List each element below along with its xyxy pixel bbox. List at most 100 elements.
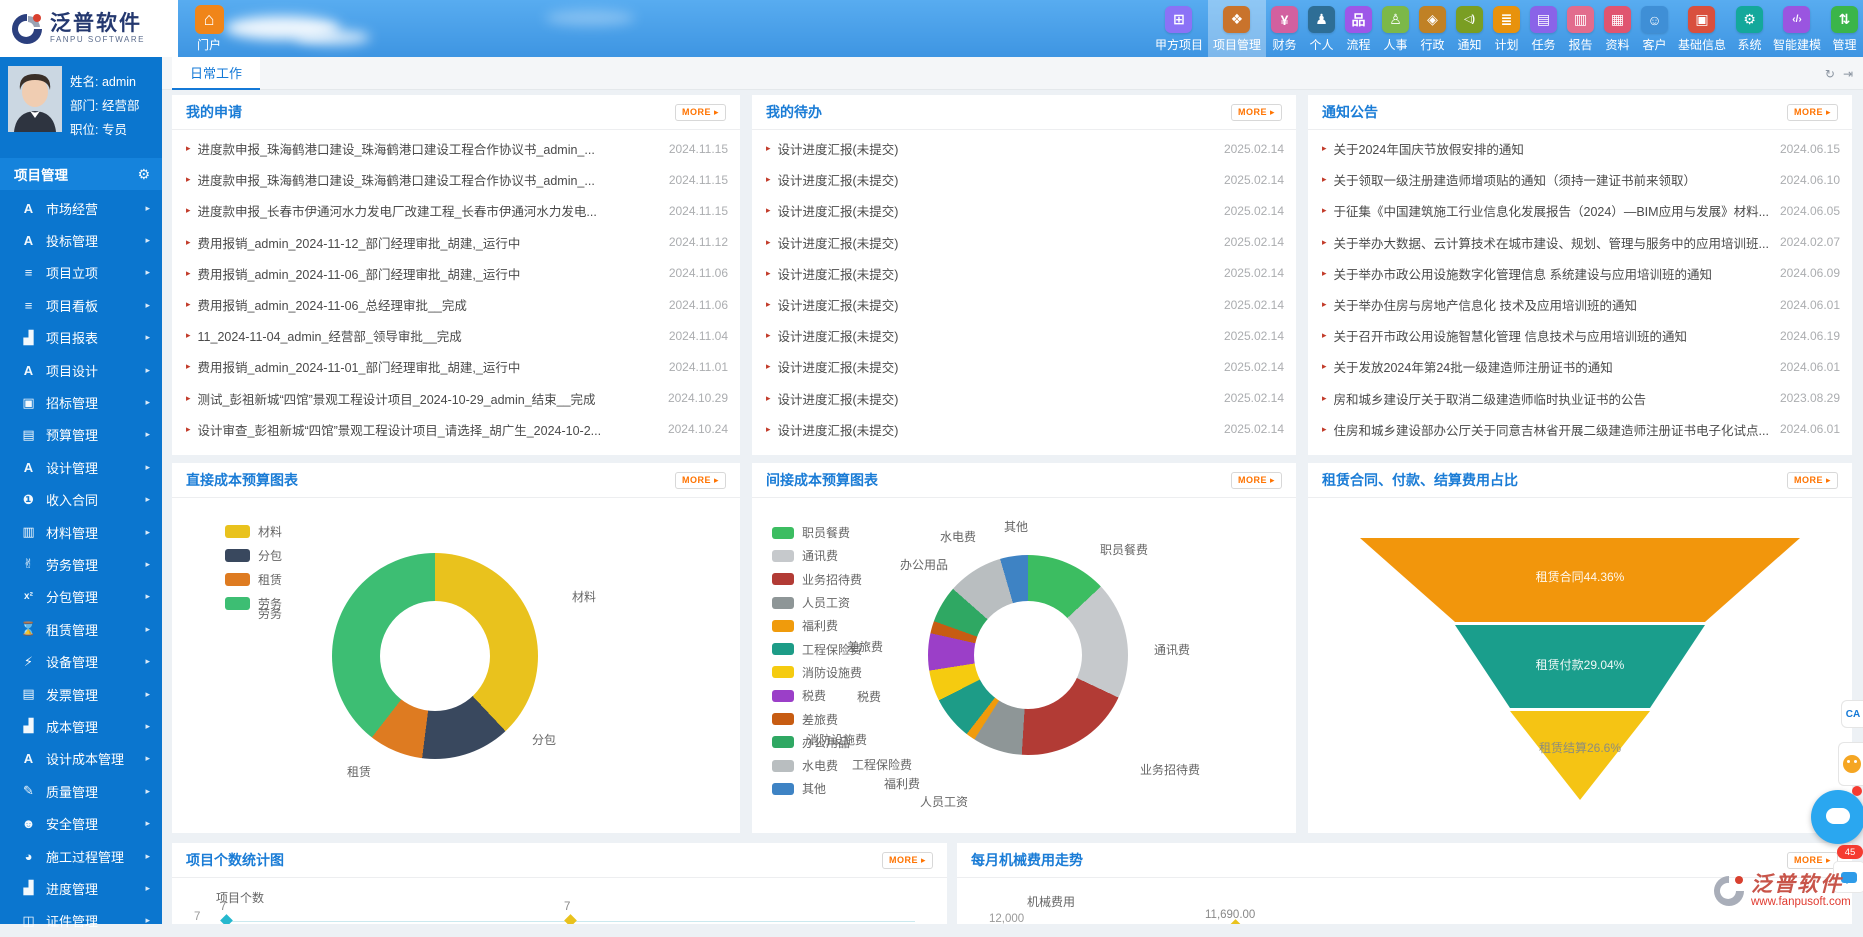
sidebar-item-材料管理[interactable]: ▥材料管理 (0, 516, 162, 548)
legend-item[interactable]: 通讯费 (772, 544, 862, 567)
list-item[interactable]: 房和城乡建设厅关于取消二级建造师临时执业证书的公告2023.08.29 (1322, 383, 1840, 414)
sidebar-item-项目设计[interactable]: A项目设计 (0, 354, 162, 386)
sidebar-item-分包管理[interactable]: x²分包管理 (0, 581, 162, 613)
nav-item-资料[interactable]: ▦资料 (1599, 0, 1636, 57)
nav-item-财务[interactable]: ¥财务 (1266, 0, 1303, 57)
user-avatar[interactable] (8, 66, 62, 132)
list-item[interactable]: 设计进度汇报(未提交)2025.02.14 (766, 414, 1284, 445)
sidebar-item-施工过程管理[interactable]: ◕施工过程管理 (0, 840, 162, 872)
sidebar-item-收入合同[interactable]: ❶收入合同 (0, 484, 162, 516)
legend-item[interactable]: 福利费 (772, 614, 862, 637)
list-item[interactable]: 测试_彭祖新城“四馆”景观工程设计项目_2024-10-29_admin_结束_… (186, 383, 728, 414)
list-item[interactable]: 设计审查_彭祖新城“四馆”景观工程设计项目_请选择_胡广生_2024-10-2.… (186, 414, 728, 445)
nav-item-客户[interactable]: ☺客户 (1636, 0, 1673, 57)
data-point-marker[interactable] (220, 914, 233, 924)
sidebar-item-设计成本管理[interactable]: A设计成本管理 (0, 743, 162, 775)
nav-item-系统[interactable]: ⚙系统 (1731, 0, 1768, 57)
nav-item-流程[interactable]: 品流程 (1340, 0, 1377, 57)
legend-item[interactable]: 人员工资 (772, 591, 862, 614)
list-item[interactable]: 设计进度汇报(未提交)2025.02.14 (766, 195, 1284, 226)
nav-item-portal[interactable]: 门户 (186, 0, 232, 57)
sidebar-item-租赁管理[interactable]: ⌛租赁管理 (0, 613, 162, 645)
list-item[interactable]: 关于领取一级注册建造师增项贴的通知（须持一建证书前来领取）2024.06.10 (1322, 164, 1840, 195)
service-contact-button[interactable] (1838, 742, 1863, 786)
more-button[interactable]: MORE (882, 852, 933, 869)
sidebar-item-进度管理[interactable]: ▟进度管理 (0, 872, 162, 904)
more-button[interactable]: MORE (1231, 472, 1282, 489)
nav-item-行政[interactable]: ◈行政 (1414, 0, 1451, 57)
shortcut-key-icon[interactable]: ↻ (1825, 67, 1835, 81)
list-item[interactable]: 费用报销_admin_2024-11-06_总经理审批__完成2024.11.0… (186, 289, 728, 320)
list-item[interactable]: 进度款申报_珠海鹤港口建设_珠海鹤港口建设工程合作协议书_admin_...20… (186, 133, 728, 164)
chat-float-button[interactable] (1811, 790, 1863, 844)
legend-item[interactable]: 职员餐费 (772, 521, 862, 544)
sidebar-item-项目报表[interactable]: ▟项目报表 (0, 322, 162, 354)
legend-item[interactable]: 消防设施费 (772, 661, 862, 684)
sidebar-item-证件管理[interactable]: ◫证件管理 (0, 905, 162, 937)
list-item[interactable]: 11_2024-11-04_admin_经营部_领导审批__完成2024.11.… (186, 320, 728, 351)
more-button[interactable]: MORE (1231, 104, 1282, 121)
nav-item-个人[interactable]: ♟个人 (1303, 0, 1340, 57)
nav-item-甲方项目[interactable]: ⊞甲方项目 (1150, 0, 1208, 57)
nav-item-任务[interactable]: ▤任务 (1525, 0, 1562, 57)
list-item[interactable]: 费用报销_admin_2024-11-01_部门经理审批_胡建,_运行中2024… (186, 351, 728, 382)
legend-item[interactable]: 分包 (225, 543, 282, 567)
list-item[interactable]: 设计进度汇报(未提交)2025.02.14 (766, 320, 1284, 351)
list-item[interactable]: 关于2024年国庆节放假安排的通知2024.06.15 (1322, 133, 1840, 164)
nav-item-计划[interactable]: ≣计划 (1488, 0, 1525, 57)
legend-item[interactable]: 差旅费 (772, 707, 862, 730)
more-button[interactable]: MORE (1787, 852, 1838, 869)
nav-item-智能建模[interactable]: ‹/›智能建模 (1768, 0, 1826, 57)
ca-certificate-button[interactable]: CA (1841, 700, 1863, 728)
sidebar-item-招标管理[interactable]: ▣招标管理 (0, 386, 162, 418)
more-button[interactable]: MORE (675, 104, 726, 121)
sidebar-item-成本管理[interactable]: ▟成本管理 (0, 710, 162, 742)
data-point-marker[interactable] (564, 914, 577, 924)
sidebar-module-header[interactable]: 项目管理 (0, 158, 162, 190)
list-item[interactable]: 设计进度汇报(未提交)2025.02.14 (766, 164, 1284, 195)
sidebar-item-质量管理[interactable]: ✎质量管理 (0, 775, 162, 807)
sidebar-item-投标管理[interactable]: A投标管理 (0, 224, 162, 256)
sidebar-item-预算管理[interactable]: ▤预算管理 (0, 419, 162, 451)
legend-item[interactable]: 材料 (225, 519, 282, 543)
list-item[interactable]: 设计进度汇报(未提交)2025.02.14 (766, 383, 1284, 414)
list-item[interactable]: 进度款申报_珠海鹤港口建设_珠海鹤港口建设工程合作协议书_admin_...20… (186, 164, 728, 195)
more-button[interactable]: MORE (1787, 472, 1838, 489)
pin-icon[interactable]: ⇥ (1843, 67, 1853, 81)
list-item[interactable]: 于征集《中国建筑施工行业信息化发展报告（2024）—BIM应用与发展》材料...… (1322, 195, 1840, 226)
list-item[interactable]: 关于举办住房与房地产信息化 技术及应用培训班的通知2024.06.01 (1322, 289, 1840, 320)
list-item[interactable]: 关于发放2024年第24批一级建造师注册证书的通知2024.06.01 (1322, 351, 1840, 382)
legend-item[interactable]: 水电费 (772, 754, 862, 777)
sidebar-item-设备管理[interactable]: ⚡设备管理 (0, 645, 162, 677)
sidebar-item-项目看板[interactable]: ≡项目看板 (0, 289, 162, 321)
legend-item[interactable]: 税费 (772, 684, 862, 707)
list-item[interactable]: 设计进度汇报(未提交)2025.02.14 (766, 227, 1284, 258)
sidebar-item-发票管理[interactable]: ▤发票管理 (0, 678, 162, 710)
legend-item[interactable]: 其他 (772, 777, 862, 800)
list-item[interactable]: 关于举办大数据、云计算技术在城市建设、规划、管理与服务中的应用培训班...202… (1322, 227, 1840, 258)
list-item[interactable]: 进度款申报_长春市伊通河水力发电厂改建工程_长春市伊通河水力发电...2024.… (186, 195, 728, 226)
legend-item[interactable]: 租赁 (225, 567, 282, 591)
sidebar-item-安全管理[interactable]: ☻安全管理 (0, 807, 162, 839)
legend-item[interactable]: 业务招待费 (772, 568, 862, 591)
sidebar-item-设计管理[interactable]: A设计管理 (0, 451, 162, 483)
gear-icon[interactable] (137, 166, 150, 183)
sidebar-item-劳务管理[interactable]: ✌劳务管理 (0, 548, 162, 580)
list-item[interactable]: 费用报销_admin_2024-11-06_部门经理审批_胡建,_运行中2024… (186, 258, 728, 289)
tab-daily-work[interactable]: 日常工作 (172, 57, 260, 90)
list-item[interactable]: 设计进度汇报(未提交)2025.02.14 (766, 289, 1284, 320)
more-button[interactable]: MORE (1787, 104, 1838, 121)
more-button[interactable]: MORE (675, 472, 726, 489)
sidebar-item-市场经营[interactable]: A市场经营 (0, 192, 162, 224)
nav-item-管理[interactable]: ⇅管理 (1826, 0, 1863, 57)
nav-item-项目管理[interactable]: ❖项目管理 (1208, 0, 1266, 57)
nav-item-通知[interactable]: ◁)通知 (1451, 0, 1488, 57)
list-item[interactable]: 设计进度汇报(未提交)2025.02.14 (766, 258, 1284, 289)
list-item[interactable]: 关于召开市政公用设施智慧化管理 信息技术与应用培训班的通知2024.06.19 (1322, 320, 1840, 351)
list-item[interactable]: 关于举办市政公用设施数字化管理信息 系统建设与应用培训班的通知2024.06.0… (1322, 258, 1840, 289)
nav-item-人事[interactable]: ♙人事 (1377, 0, 1414, 57)
list-item[interactable]: 费用报销_admin_2024-11-12_部门经理审批_胡建,_运行中2024… (186, 227, 728, 258)
sidebar-item-项目立项[interactable]: ≡项目立项 (0, 257, 162, 289)
nav-item-报告[interactable]: ▥报告 (1562, 0, 1599, 57)
list-item[interactable]: 住房和城乡建设部办公厅关于同意吉林省开展二级建造师注册证书电子化试点...202… (1322, 414, 1840, 445)
